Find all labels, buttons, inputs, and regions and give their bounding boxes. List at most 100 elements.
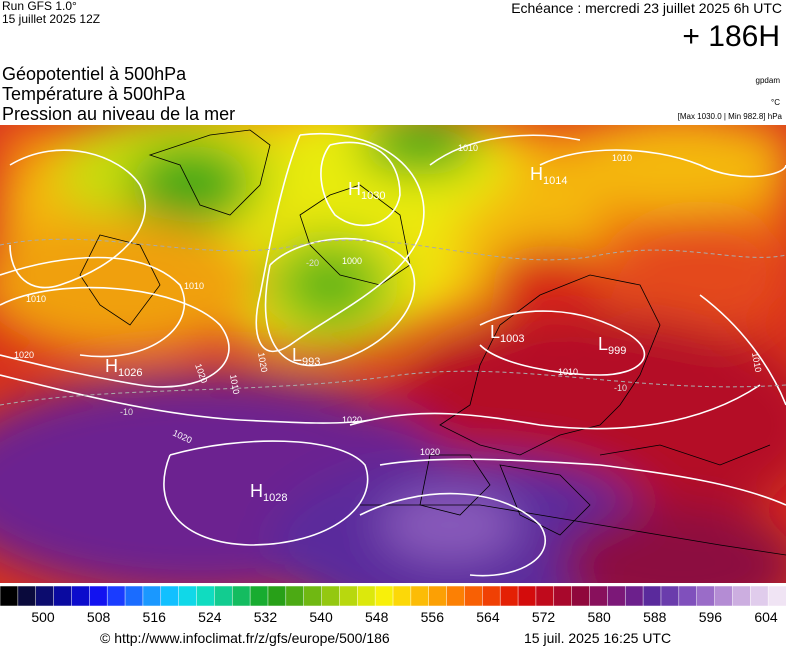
colorbar-swatch: [249, 586, 269, 606]
colorbar-label: 556: [420, 609, 444, 625]
colorbar-swatch: [303, 586, 323, 606]
temperature-label: -20: [306, 258, 319, 268]
run-label: Run GFS 1.0°: [2, 0, 77, 13]
pressure-center-high-1026: H1026: [105, 356, 142, 379]
colorbar-swatch: [732, 586, 752, 606]
unit-temperature: °C: [771, 98, 780, 107]
isobar-label: 1020: [14, 350, 34, 360]
isobar-label: 1010: [26, 294, 46, 304]
pressure-center-low-993: L993: [292, 345, 320, 368]
colorbar-swatch: [571, 586, 591, 606]
colorbar-label: 596: [698, 609, 723, 625]
colorbar-label: 604: [754, 609, 778, 625]
isobar-label: 1010: [612, 153, 632, 163]
colorbar-swatch: [214, 586, 233, 606]
colorbar-swatch: [35, 586, 55, 606]
colorbar-swatch: [767, 586, 786, 606]
field-title-geopotential: Géopotentiel à 500hPa: [2, 64, 187, 84]
isotherms: [0, 238, 786, 406]
colorbar-swatch: [357, 586, 376, 606]
colorbar-swatch: [464, 586, 484, 606]
colorbar-swatch: [517, 586, 537, 606]
pressure-center-low-999: L999: [598, 334, 626, 357]
colorbar-swatch: [71, 586, 91, 606]
isobar-label: 1010: [184, 281, 204, 291]
pressure-centers: H1030 H1014 H1026 H1028 L993 L999 L1003: [105, 164, 626, 504]
pressure-center-high-1014: H1014: [530, 164, 567, 187]
field-title-temperature: Température à 500hPa: [2, 84, 186, 104]
colorbar-label: 564: [476, 609, 500, 625]
isobar-label: 1000: [342, 256, 362, 266]
pressure-max-min: [Max 1030.0 | Min 982.8] hPa: [677, 112, 782, 121]
colorbar-swatch: [607, 586, 626, 606]
colorbar-swatch: [267, 586, 287, 606]
copyright-link[interactable]: © http://www.infoclimat.fr/z/gfs/europe/…: [100, 630, 390, 646]
isobar-label: 1010: [228, 374, 241, 395]
colorbar-swatch: [231, 586, 251, 606]
run-date: 15 juillet 2025 12Z: [2, 12, 101, 26]
field-title-pressure: Pression au niveau de la mer: [2, 104, 236, 124]
colorbar-swatch: [714, 586, 734, 606]
colorbar-swatch: [196, 586, 216, 606]
geopotential-shading: [0, 125, 786, 583]
isobars: [0, 132, 786, 577]
colorbar-swatch: [750, 586, 769, 606]
colorbar-swatch: [428, 586, 448, 606]
isobar-label: 1010: [750, 352, 763, 373]
pressure-center-low-1003: L1003: [490, 322, 525, 345]
colorbar-swatch: [178, 586, 198, 606]
temperature-label: -10: [120, 407, 133, 417]
colorbar-label: 548: [365, 609, 389, 625]
colorbar-swatch: [660, 586, 680, 606]
coastlines: [79, 129, 786, 556]
isobar-label: 1020: [342, 415, 362, 425]
colorbar-label: 532: [253, 609, 278, 625]
generation-time: 15 juil. 2025 16:25 UTC: [524, 630, 672, 646]
colorbar-swatch: [106, 586, 126, 606]
colorbar-swatch: [374, 586, 394, 606]
colorbar-swatch: [624, 586, 644, 606]
colorbar-label: 588: [643, 609, 667, 625]
forecast-lead-time: + 186H: [682, 20, 780, 53]
colorbar-label: 516: [142, 609, 166, 625]
colorbar-swatch: [285, 586, 305, 606]
colorbar-label: 524: [198, 609, 222, 625]
colorbar: [0, 586, 786, 606]
colorbar-swatch: [0, 586, 19, 606]
colorbar-labels: 500 508 516 524 532 540 548 556 564 572 580 588 596 6…: [0, 609, 786, 627]
colorbar-swatch: [142, 586, 162, 606]
colorbar-swatch: [499, 586, 519, 606]
colorbar-swatch: [53, 586, 73, 606]
colorbar-label: 540: [309, 609, 333, 625]
colorbar-swatch: [589, 586, 609, 606]
forecast-valid-time: Echéance : mercredi 23 juillet 2025 6h U…: [511, 0, 782, 16]
colorbar-swatch: [553, 586, 573, 606]
pressure-center-high-1030: H1030: [348, 179, 385, 202]
colorbar-label: 580: [587, 609, 611, 625]
colorbar-swatch: [696, 586, 716, 606]
colorbar-swatch: [410, 586, 430, 606]
pressure-center-high-1028: H1028: [250, 481, 287, 504]
weather-map: H1030 H1014 H1026 H1028 L993 L999 L1003 …: [0, 125, 786, 583]
colorbar-swatch: [339, 586, 359, 606]
colorbar-swatch: [17, 586, 37, 606]
colorbar-label: 508: [86, 609, 111, 625]
temperature-labels: -20 -10 -10: [120, 258, 627, 417]
colorbar-swatch: [321, 586, 341, 606]
colorbar-label: 572: [531, 609, 556, 625]
colorbar-swatch: [482, 586, 501, 606]
colorbar-swatch: [124, 586, 144, 606]
colorbar-swatch: [392, 586, 412, 606]
colorbar-swatch: [535, 586, 555, 606]
colorbar-swatch: [446, 586, 466, 606]
isobar-label: 1020: [256, 352, 269, 373]
colorbar-swatch: [89, 586, 108, 606]
temperature-label: -10: [614, 383, 627, 393]
isobar-label: 1020: [420, 447, 440, 457]
colorbar-label: 500: [31, 609, 55, 625]
colorbar-swatch: [160, 586, 180, 606]
colorbar-swatch: [678, 586, 698, 606]
isobar-label: 1010: [558, 367, 578, 377]
isobar-label: 1010: [458, 143, 478, 153]
unit-geopotential: gpdam: [755, 76, 780, 85]
